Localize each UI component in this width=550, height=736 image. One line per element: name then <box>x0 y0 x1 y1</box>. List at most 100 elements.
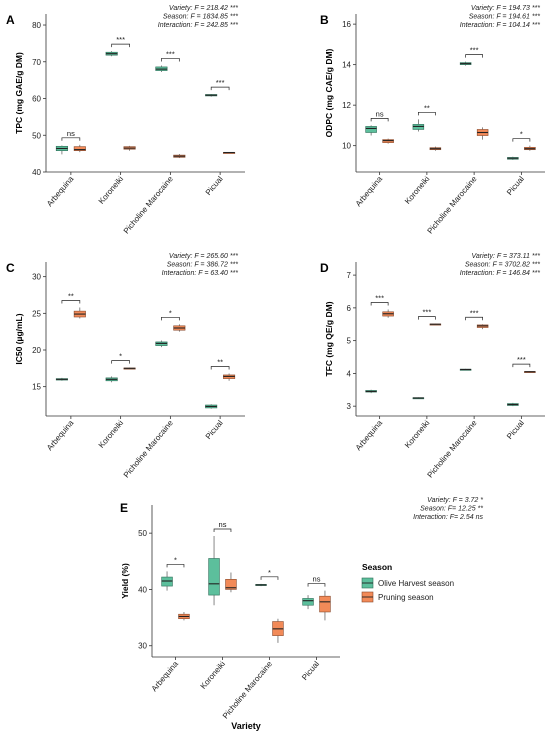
box-harvest <box>459 368 472 371</box>
significance-bracket: ** <box>61 291 81 304</box>
y-tick-label: 70 <box>32 58 41 67</box>
panel-label: C <box>6 261 15 275</box>
y-tick-label: 40 <box>138 585 147 594</box>
significance-bracket: *** <box>210 78 230 91</box>
significance-label: * <box>169 308 172 317</box>
x-tick-label: Koroneiki <box>97 174 125 206</box>
legend: Season Olive Harvest season Pruning season <box>361 562 454 603</box>
significance-bracket: * <box>260 568 279 580</box>
panels-group: A 40 50 60 70 80 TPC (mg GAE/g DM) Arbequina Kor… <box>6 5 545 731</box>
x-tick-label: Picholine Marocaine <box>221 659 275 720</box>
y-tick-label: 16 <box>342 20 351 29</box>
box-pruning <box>173 324 186 332</box>
significance-label: ns <box>219 520 227 529</box>
box-pruning <box>382 309 394 318</box>
bracket-line <box>161 58 180 62</box>
x-tick-label: Picholine Marocaine <box>122 174 176 235</box>
box-body <box>161 576 173 587</box>
panel-label: B <box>320 13 329 27</box>
bracket-line <box>61 300 81 304</box>
y-tick-label: 7 <box>347 271 352 280</box>
y-tick-label: 15 <box>32 383 41 392</box>
significance-label: *** <box>517 355 526 364</box>
x-tick-label: Arbequina <box>45 418 76 452</box>
significance-label: *** <box>470 308 479 317</box>
x-tick-label: Picholine Marocaine <box>122 418 176 479</box>
anova-stat-line: Interaction: F = 242.85 *** <box>158 22 239 29</box>
significance-label: *** <box>216 78 225 87</box>
bracket-line <box>465 316 483 321</box>
y-axis-title: TFC (mg QE/g DM) <box>324 301 334 376</box>
box-pruning <box>524 145 536 151</box>
x-tick-label: Picholine Marocaine <box>425 174 479 235</box>
box-harvest <box>365 125 377 136</box>
significance-bracket: ns <box>61 129 81 141</box>
significance-bracket: ns <box>307 575 326 587</box>
significance-label: ** <box>217 357 223 366</box>
box-harvest <box>507 156 519 160</box>
legend-label: Olive Harvest season <box>378 579 454 588</box>
box-body <box>319 595 331 613</box>
box-pruning <box>223 151 236 154</box>
box-pruning <box>524 371 536 373</box>
bracket-line <box>418 316 436 320</box>
y-tick-label: 3 <box>347 402 352 411</box>
significance-label: ** <box>68 291 74 300</box>
x-tick-label: Arbequina <box>45 174 76 208</box>
x-tick-label: Koroneiki <box>403 418 431 450</box>
x-tick-label: Arbequina <box>354 418 385 452</box>
anova-stat-line: Interaction: F= 2.54 ns <box>413 514 483 521</box>
x-tick-label: Koroneiki <box>97 418 125 450</box>
bracket-line <box>260 576 279 580</box>
x-tick-label: Picual <box>204 174 225 197</box>
bracket-line <box>61 137 81 141</box>
bracket-line <box>166 564 185 568</box>
chart-panel-e: E 30 40 50 Yield (%) Arbequina KoroneikiPichol… <box>120 497 483 731</box>
anova-stat-line: Variety: F = 3.72 * <box>427 497 483 504</box>
x-tick-label: Picholine Marocaine <box>425 418 479 479</box>
anova-stat-line: Interaction: F = 63.40 *** <box>162 270 239 277</box>
significance-label: *** <box>375 294 384 303</box>
box-pruning <box>429 323 442 326</box>
anova-stat-line: Season: F = 3702.82 *** <box>465 262 540 269</box>
y-tick-label: 25 <box>32 309 41 318</box>
box-pruning <box>382 138 394 144</box>
x-tick-label: Picual <box>505 174 526 197</box>
box-pruning <box>178 611 190 621</box>
x-axis-title: Variety <box>231 721 261 731</box>
significance-bracket: * <box>161 308 180 321</box>
anova-stat-line: Season: F = 1834.85 *** <box>163 14 238 21</box>
box-harvest <box>155 65 168 73</box>
significance-bracket: *** <box>111 35 130 48</box>
anova-stat-line: Season: F = 386.72 *** <box>167 262 239 269</box>
y-axis-title: TPC (mg GAE/g DM) <box>14 52 24 134</box>
significance-bracket: ns <box>213 520 232 532</box>
box-harvest <box>55 145 68 155</box>
chart-panel-b: B 10 12 14 16 ODPC (mg CAE/g DM) Arbequina Koro… <box>320 5 545 235</box>
bracket-line <box>111 360 130 364</box>
box-harvest <box>459 61 472 66</box>
significance-bracket: ns <box>370 109 389 122</box>
x-tick-label: Picual <box>204 418 225 441</box>
significance-bracket: *** <box>161 49 180 62</box>
anova-stat-line: Variety: F = 265.60 *** <box>169 253 238 260</box>
bracket-line <box>370 118 389 122</box>
bracket-line <box>512 138 531 142</box>
panel-label: A <box>6 13 15 27</box>
box-harvest <box>365 389 377 394</box>
box-harvest <box>302 595 314 610</box>
y-tick-label: 10 <box>342 142 351 151</box>
box-pruning <box>476 324 489 330</box>
box-pruning <box>173 153 186 159</box>
x-tick-label: Koroneiki <box>199 659 227 691</box>
anova-stat-line: Variety: F = 218.42 *** <box>169 5 238 12</box>
box-pruning <box>73 144 86 153</box>
box-harvest <box>205 404 218 409</box>
significance-label: ns <box>67 129 75 138</box>
x-tick-label: Arbequina <box>150 659 181 693</box>
box-pruning <box>319 590 331 621</box>
box-pruning <box>123 145 136 151</box>
x-tick-label: Arbequina <box>354 174 385 208</box>
y-tick-label: 4 <box>347 369 352 378</box>
